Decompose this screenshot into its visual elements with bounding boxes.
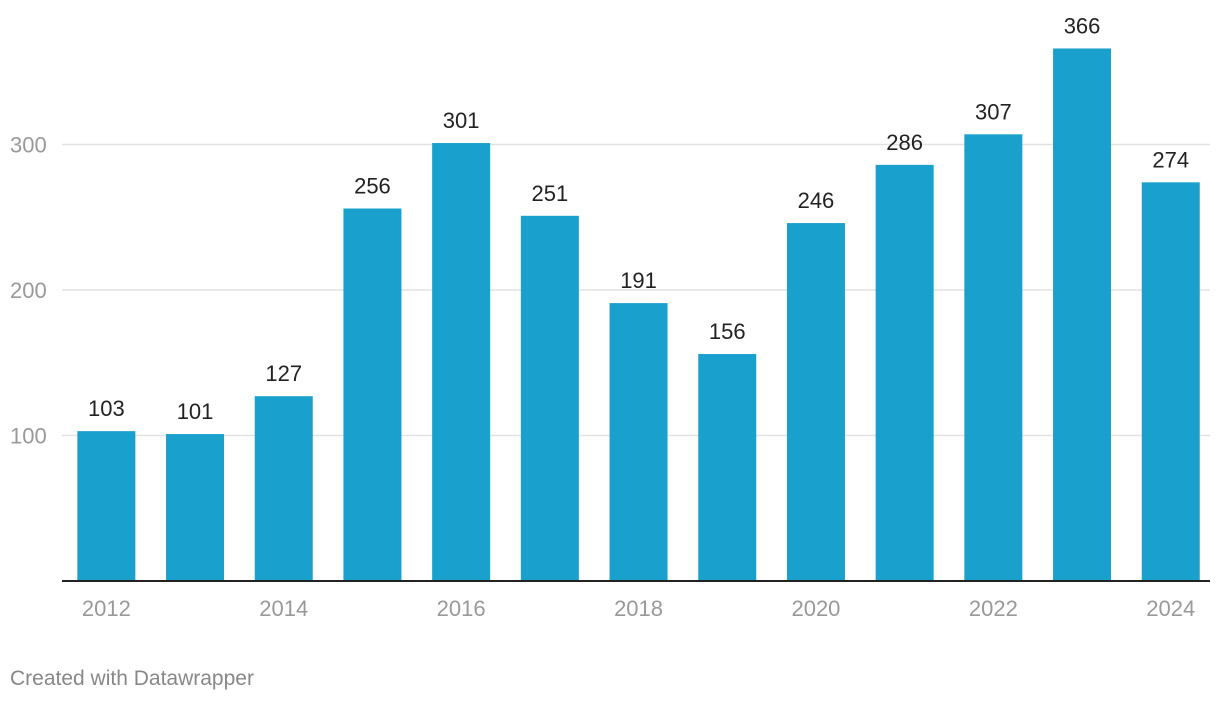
bar-value-label: 286: [886, 130, 923, 155]
bar-2020: [786, 223, 845, 581]
bar-2013: [166, 434, 225, 581]
bar-2024: [1141, 182, 1200, 581]
y-axis-tick-labels: 100 200 300: [10, 133, 47, 449]
x-tick-label: 2014: [259, 596, 308, 621]
x-tick-label: 2020: [791, 596, 840, 621]
footer-credit: Created with Datawrapper: [10, 667, 254, 690]
bar-value-label: 251: [531, 181, 568, 206]
bars: [77, 48, 1200, 582]
bar-value-label: 246: [798, 188, 835, 213]
bar-2022: [964, 134, 1023, 581]
bar-value-label: 256: [354, 174, 391, 199]
bar-chart: 100 200 300 103 101 127 256 301 251 191 156 246 286…: [10, 13, 1210, 621]
bar-value-label: 366: [1064, 13, 1101, 38]
bar-value-label: 127: [265, 361, 302, 386]
x-tick-label: 2024: [1146, 596, 1195, 621]
bar-2023: [1053, 48, 1112, 582]
bar-2018: [609, 303, 668, 581]
bar-2017: [520, 215, 579, 582]
bar-2015: [343, 208, 402, 581]
x-tick-label: 2018: [614, 596, 663, 621]
x-tick-label: 2012: [82, 596, 131, 621]
bar-value-label: 274: [1152, 147, 1189, 172]
bar-2021: [875, 164, 934, 581]
y-tick-label: 200: [10, 278, 47, 303]
bar-2014: [254, 396, 313, 581]
bar-value-label: 191: [620, 268, 657, 293]
bar-value-label: 156: [709, 319, 746, 344]
bar-value-label: 301: [443, 108, 480, 133]
y-tick-label: 300: [10, 133, 47, 158]
x-tick-label: 2016: [437, 596, 486, 621]
bar-2016: [432, 143, 491, 582]
bar-2019: [698, 354, 757, 581]
x-tick-label: 2022: [969, 596, 1018, 621]
bar-value-label: 103: [88, 396, 125, 421]
x-axis-tick-labels: 2012 2014 2016 2018 2020 2022 2024: [82, 596, 1195, 621]
bar-2012: [77, 431, 136, 581]
bar-value-label: 101: [177, 399, 214, 424]
bar-value-label: 307: [975, 99, 1012, 124]
bar-value-labels: 103 101 127 256 301 251 191 156 246 286 307 366 274: [88, 13, 1189, 424]
y-tick-label: 100: [10, 424, 47, 449]
